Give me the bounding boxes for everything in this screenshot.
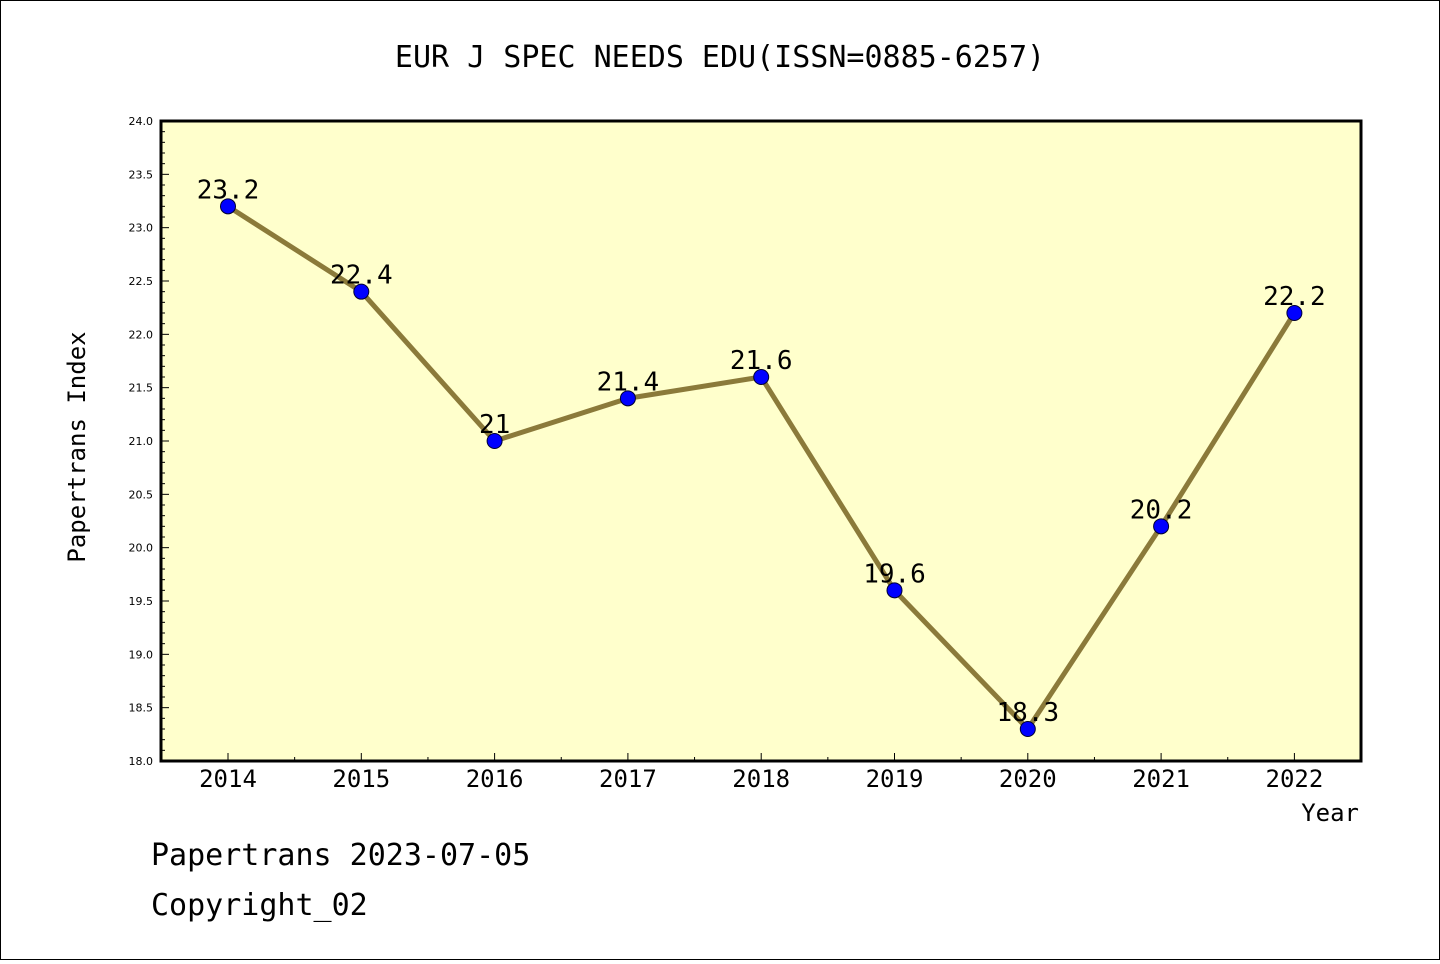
footer-date: Papertrans 2023-07-05 (151, 838, 530, 873)
y-tick-label: 22.5 (129, 275, 154, 288)
x-axis-ticks: 2014 2015 2016 2017 2018 2019 2020 2021 2022 (199, 753, 1323, 793)
y-tick-label: 20.0 (129, 542, 154, 555)
y-tick-label: 18.0 (129, 755, 154, 768)
data-point (220, 198, 236, 215)
x-tick-label: 2014 (199, 765, 257, 793)
y-axis-label: Papertrans Index (63, 331, 91, 562)
data-point (353, 283, 370, 300)
y-tick-label: 23.0 (129, 222, 154, 235)
plot-area (161, 121, 1361, 761)
data-label: 20.2 (1130, 495, 1193, 525)
data-label: 19.6 (863, 559, 926, 589)
data-point (619, 390, 636, 407)
x-tick-label: 2017 (599, 765, 657, 793)
x-tick-label: 2022 (1266, 765, 1324, 793)
chart-title: EUR J SPEC NEEDS EDU(ISSN=0885-6257) (395, 40, 1045, 75)
data-label: 18.3 (996, 698, 1059, 728)
data-point (486, 433, 503, 449)
data-point (1019, 721, 1036, 737)
data-label: 21.6 (730, 346, 793, 376)
series-layer (220, 198, 1303, 737)
data-labels: 23.2 22.4 21 21.4 21.6 19.6 18.3 20.2 22.2 (197, 175, 1326, 728)
x-tick-label: 2020 (999, 765, 1057, 793)
y-tick-label: 18.5 (129, 702, 154, 715)
x-tick-label: 2018 (732, 765, 790, 793)
data-point (886, 582, 903, 599)
x-axis-label: Year (1301, 799, 1359, 827)
y-tick-label: 22.0 (129, 328, 154, 341)
data-label: 22.2 (1263, 282, 1326, 312)
y-tick-label: 19.5 (129, 595, 154, 608)
data-label: 21.4 (597, 367, 660, 397)
x-tick-label: 2021 (1132, 765, 1190, 793)
y-tick-label: 20.5 (129, 488, 154, 501)
data-label: 21 (479, 410, 510, 440)
x-tick-label: 2016 (466, 765, 524, 793)
y-axis-ticks: 18.0 18.5 19.0 19.5 20.0 20.5 21.0 21.5 22.0 22.5… (129, 115, 169, 768)
y-tick-label: 24.0 (129, 115, 154, 128)
data-label: 23.2 (197, 175, 260, 205)
plot-border (159, 119, 1363, 763)
data-point (1153, 518, 1170, 535)
y-tick-label: 21.0 (129, 435, 154, 448)
footer-copyright: Copyright_02 (151, 888, 368, 923)
y-tick-label: 23.5 (129, 168, 154, 181)
y-tick-label: 21.5 (129, 382, 154, 395)
data-point (1286, 305, 1303, 321)
y-tick-label: 19.0 (129, 648, 154, 661)
data-point (753, 369, 770, 385)
x-tick-label: 2019 (866, 765, 924, 793)
data-label: 22.4 (330, 261, 393, 291)
x-tick-label: 2015 (332, 765, 390, 793)
